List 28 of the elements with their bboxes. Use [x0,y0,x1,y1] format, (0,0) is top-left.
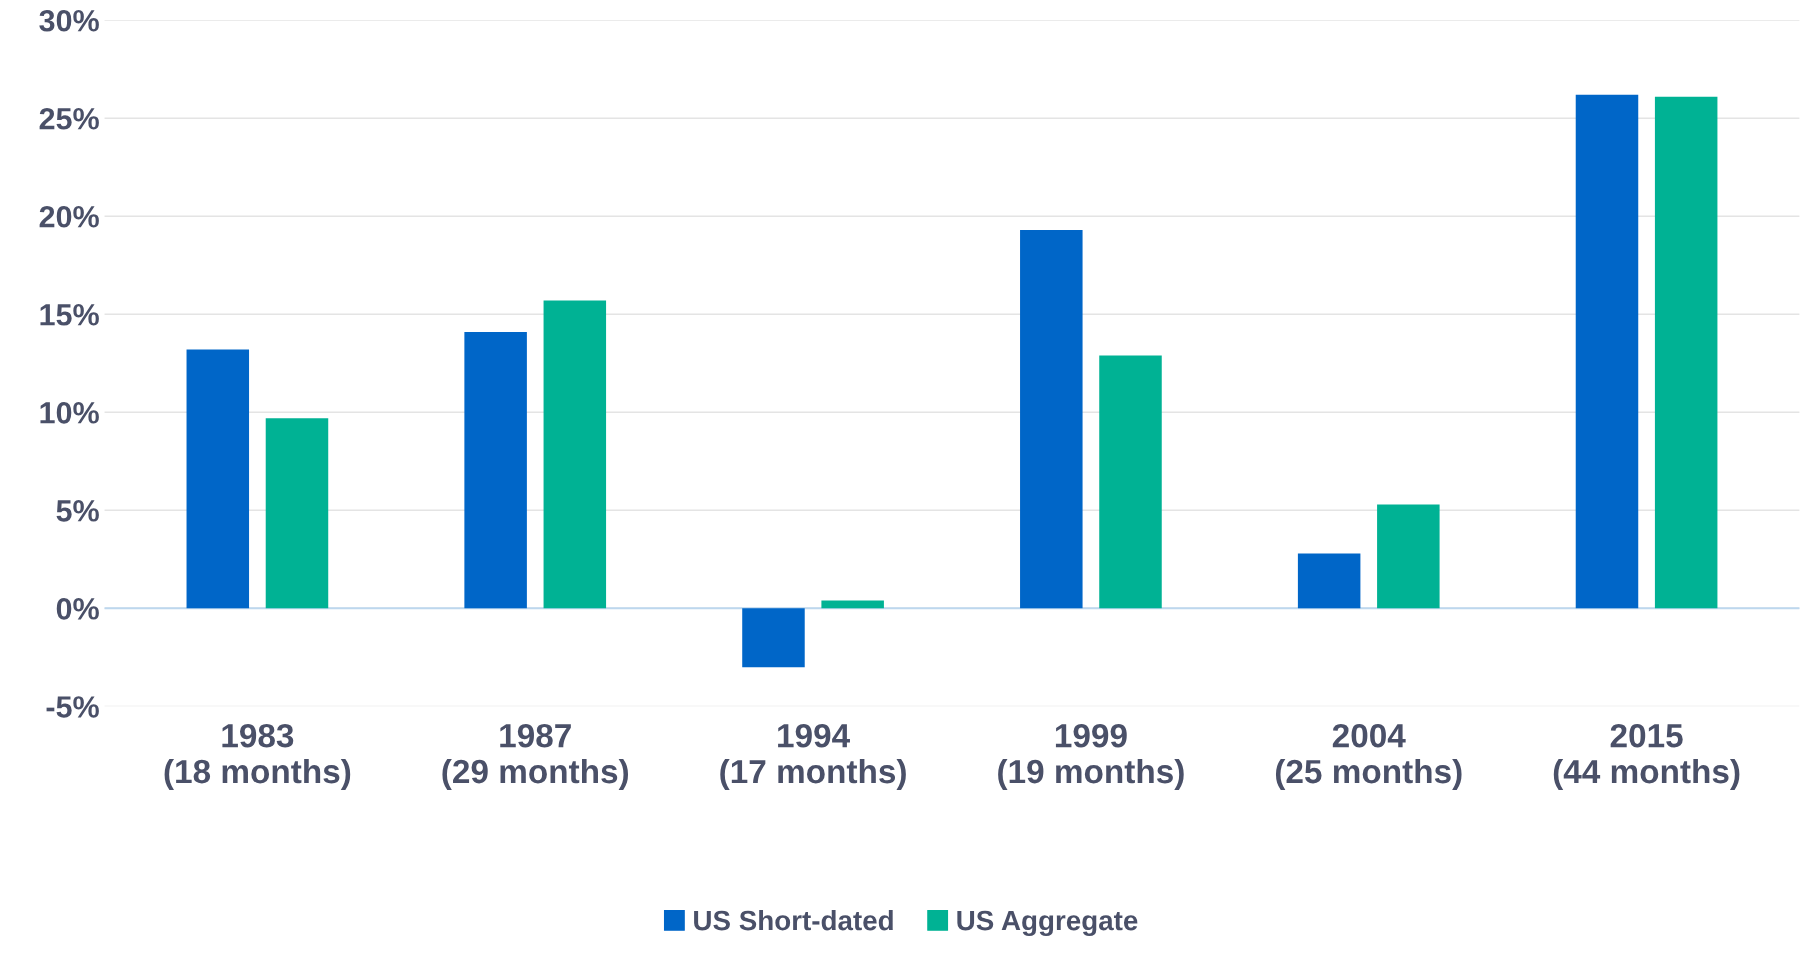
x-tick-label: 2004 (25 months) [1275,723,1462,790]
bar [1377,504,1440,609]
y-tick-label: 15% [40,304,99,326]
legend-label: US Aggregate [957,910,1138,936]
legend-label: US Short-dated [694,909,893,931]
bar [1654,96,1718,609]
x-tick-label: 1994 (17 months) [720,723,906,790]
bar [265,418,329,609]
x-tick-label: 1987 (29 months) [442,723,629,790]
bar [1575,94,1639,609]
y-tick-label: 30% [39,9,99,32]
x-tick-label: 2015 (44 months) [1553,723,1740,790]
bar [821,600,884,609]
bar [543,300,607,609]
bar [742,608,805,668]
bar [186,349,250,609]
y-tick-label: -5% [46,696,99,718]
y-tick-label: 5% [56,500,99,522]
y-tick-label: 10% [40,402,99,424]
bar [1020,229,1083,609]
x-tick-label: 1983 (18 months) [164,723,351,790]
bar [464,331,527,609]
bar [1099,355,1162,609]
x-tick-label: 1999 (19 months) [998,723,1184,790]
y-tick-label: 25% [39,107,99,130]
y-tick-label: 0% [56,598,99,620]
bar [1297,553,1361,609]
y-tick-label: 20% [39,205,99,228]
